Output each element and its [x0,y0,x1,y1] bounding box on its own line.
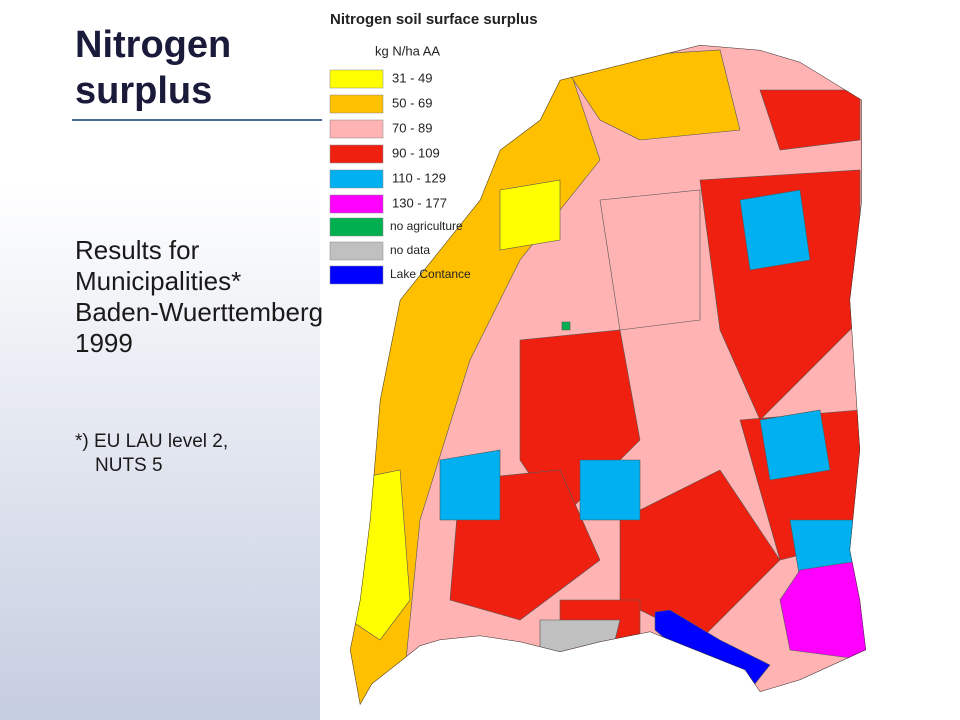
body-line: Baden-Wuerttemberg [75,297,324,327]
legend-label: 90 - 109 [392,145,440,160]
legend-unit: kg N/ha AA [375,43,440,58]
map-region [439,449,501,521]
body-line: 1999 [75,328,133,358]
body-line: Results for [75,235,200,265]
legend-swatch [329,119,384,139]
map-region [619,469,781,641]
legend-swatch [329,94,384,114]
footnote: *) EU LAU level 2, NUTS 5 [75,430,228,478]
legend-title: Nitrogen soil surface surplus [330,11,538,28]
legend-swatch [329,169,384,189]
legend-label: Lake Contance [390,267,471,281]
legend: 31 - 49 50 - 69 70 - 89 90 - 109 110 - 129 13… [329,69,471,285]
footnote-line: NUTS 5 [95,455,163,476]
map-region [561,321,571,331]
legend-swatch [329,69,384,89]
legend-label: 31 - 49 [392,70,432,85]
map-region [579,459,641,521]
legend-swatch [329,194,384,214]
legend-label: 70 - 89 [392,120,432,135]
legend-label: 130 - 177 [392,195,447,210]
body-line: Municipalities* [75,266,242,296]
title-rule [72,119,322,121]
map-region [599,189,701,331]
footnote-line: *) EU LAU level 2, [75,431,229,452]
legend-label: 110 - 129 [392,170,446,185]
map-region [699,169,861,421]
legend-swatch [329,265,384,285]
map-region [739,189,811,271]
legend-label: 50 - 69 [392,95,432,110]
legend-label: no data [390,243,430,257]
map-region [759,89,861,151]
body-text: Results for Municipalities* Baden-Wuertt… [75,235,323,359]
legend-swatch [329,217,384,237]
map-regions [350,45,866,705]
map-region [559,49,741,141]
map-region [499,179,561,251]
map-region [759,409,831,481]
legend-label: no agriculture [390,219,463,233]
legend-swatch [329,241,384,261]
map-outline [350,45,866,705]
slide-title: Nitrogen surplus [75,24,232,112]
legend-swatch [329,144,384,164]
